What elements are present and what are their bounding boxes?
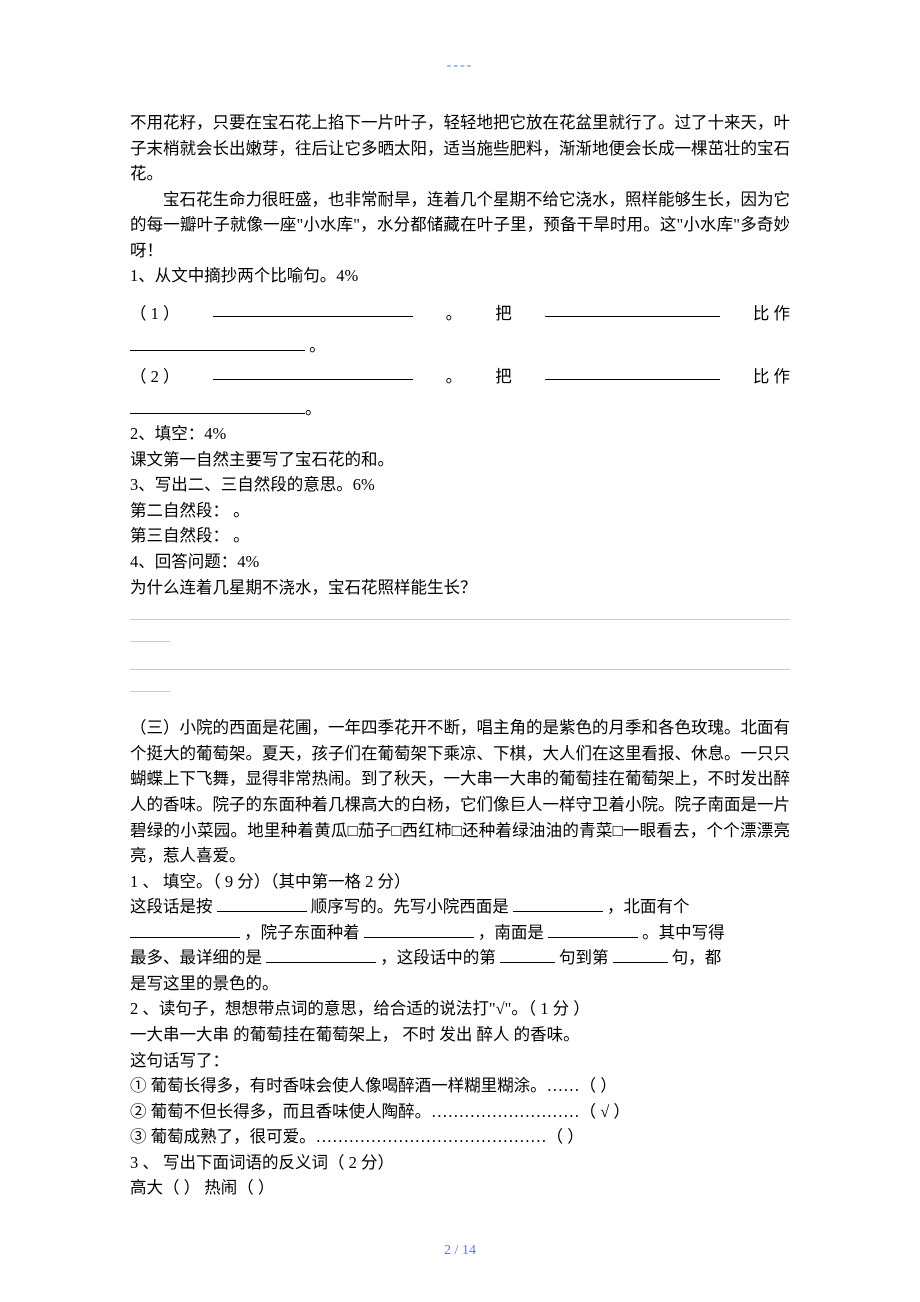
row1-mid: 。 bbox=[446, 301, 463, 327]
p3-q2-opt3: ③ 葡萄成熟了，很可爱。……………………………………（ ） bbox=[130, 1124, 790, 1150]
content-body: 不用花籽，只要在宝石花上掐下一片叶子，轻轻地把它放在花盆里就行了。过了十来天，叶… bbox=[130, 110, 790, 1201]
p2-q4-title: 4、回答问题：4% bbox=[130, 549, 790, 575]
blank bbox=[213, 301, 413, 317]
p3-q2-prompt: 这句话写了： bbox=[130, 1048, 790, 1074]
row2-tail: 。 bbox=[130, 396, 790, 422]
p2-para1b: 宝石花生命力很旺盛，也非常耐旱，连着几个星期不给它浇水，照样能够生长，因为它的每… bbox=[130, 187, 790, 264]
blank bbox=[217, 896, 307, 912]
p2-q2-title: 2、填空：4% bbox=[130, 421, 790, 447]
p3-q1-title: 1 、 填空。（ 9 分）（其中第一格 2 分） bbox=[130, 869, 790, 895]
t: 句到第 bbox=[555, 948, 613, 967]
p2-q4-line: 为什么连着几星期不浇水，宝石花照样能生长？ bbox=[130, 575, 790, 601]
t: 顺序写的。先写小院西面是 bbox=[307, 897, 513, 916]
blank bbox=[130, 922, 240, 938]
answer-tail-2 bbox=[130, 691, 170, 692]
answer-line-2 bbox=[130, 668, 790, 670]
t: 。其中写得 bbox=[638, 923, 725, 942]
p2-q1-title: 1、从文中摘抄两个比喻句。4% bbox=[130, 263, 790, 289]
blank bbox=[545, 364, 720, 380]
t: ，院子东面种着 bbox=[240, 923, 364, 942]
row1-tail-dot: 。 bbox=[305, 336, 326, 355]
t: 这段话是按 bbox=[130, 897, 217, 916]
p3-q2-opt1: ① 葡萄长得多，有时香味会使人像喝醉酒一样糊里糊涂。……（ ） bbox=[130, 1073, 790, 1099]
p3-q2-title: 2 、读句子，想想带点词的意思，给合适的说法打"√"。（ 1 分 ） bbox=[130, 996, 790, 1022]
t: ，这段话中的第 bbox=[376, 948, 500, 967]
row1-ba: 把 bbox=[495, 301, 512, 327]
p3-q3-line: 高大（ ） 热闹（ ） bbox=[130, 1175, 790, 1201]
blank bbox=[130, 398, 305, 414]
p2-q1-row1: （ 1 ） 。 把 比 作 bbox=[130, 301, 790, 327]
p2-q3-title: 3、写出二、三自然段的意思。6% bbox=[130, 472, 790, 498]
row2-mid: 。 bbox=[446, 364, 463, 390]
blank bbox=[364, 922, 474, 938]
row1-end: 比 作 bbox=[753, 301, 790, 327]
blank bbox=[513, 896, 603, 912]
p3-q2-line: 一大串一大串 的葡萄挂在葡萄架上， 不时 发出 醉人 的香味。 bbox=[130, 1022, 790, 1048]
header-mark: ---- bbox=[0, 55, 920, 77]
row2-ba: 把 bbox=[495, 364, 512, 390]
footer-sep: / bbox=[451, 1243, 462, 1258]
p3-q2-opt2: ② 葡萄不但长得多，而且香味使人陶醉。………………………（ √ ） bbox=[130, 1099, 790, 1125]
row2-tail-dot: 。 bbox=[305, 399, 322, 418]
blank bbox=[500, 947, 555, 963]
row1-index: （ 1 ） bbox=[130, 301, 180, 327]
p3-q1-l1: 这段话是按 顺序写的。先写小院西面是 ，北面有个 bbox=[130, 894, 790, 920]
footer-total: 14 bbox=[462, 1243, 476, 1258]
p3-q1-l2: ，院子东面种着 ，南面是 。其中写得 bbox=[130, 920, 790, 946]
t: ，南面是 bbox=[474, 923, 548, 942]
answer-tail-1 bbox=[130, 641, 170, 642]
row2-index: （ 2 ） bbox=[130, 364, 180, 390]
blank bbox=[266, 947, 376, 963]
blank bbox=[130, 335, 305, 351]
p3-q1-l4: 是写这里的景色的。 bbox=[130, 971, 790, 997]
blank bbox=[213, 364, 413, 380]
p3-q1-l3: 最多、最详细的是 ，这段话中的第 句到第 句，都 bbox=[130, 945, 790, 971]
row1-tail: 。 bbox=[130, 333, 790, 359]
blank bbox=[548, 922, 638, 938]
footer-page: 2 bbox=[444, 1243, 451, 1258]
answer-line-1 bbox=[130, 618, 790, 620]
blank bbox=[613, 947, 668, 963]
t: 最多、最详细的是 bbox=[130, 948, 266, 967]
p2-para1a: 不用花籽，只要在宝石花上掐下一片叶子，轻轻地把它放在花盆里就行了。过了十来天，叶… bbox=[130, 110, 790, 187]
t: ，北面有个 bbox=[603, 897, 690, 916]
blank bbox=[545, 301, 720, 317]
p3-q3-title: 3 、 写出下面词语的反义词（ 2 分） bbox=[130, 1150, 790, 1176]
page-container: ---- 不用花籽，只要在宝石花上掐下一片叶子，轻轻地把它放在花盆里就行了。过了… bbox=[0, 0, 920, 1302]
page-footer: 2 / 14 bbox=[0, 1240, 920, 1262]
t: 句，都 bbox=[668, 948, 722, 967]
row2-end: 比 作 bbox=[753, 364, 790, 390]
p2-q3-l2: 第三自然段： 。 bbox=[130, 523, 790, 549]
p2-q2-line: 课文第一自然主要写了宝石花的和。 bbox=[130, 447, 790, 473]
p3-body: （三）小院的西面是花圃，一年四季花开不断，唱主角的是紫色的月季和各色玫瑰。北面有… bbox=[130, 715, 790, 868]
p2-q1-row2: （ 2 ） 。 把 比 作 bbox=[130, 364, 790, 390]
p2-q3-l1: 第二自然段： 。 bbox=[130, 498, 790, 524]
